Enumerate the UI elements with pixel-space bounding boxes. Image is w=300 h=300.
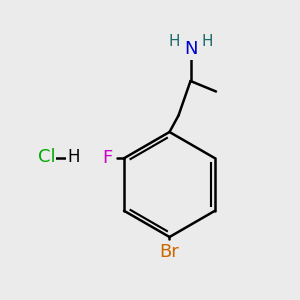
Text: Cl: Cl	[38, 148, 55, 166]
Text: Br: Br	[160, 243, 179, 261]
Text: F: F	[102, 149, 113, 167]
Text: N: N	[184, 40, 197, 58]
Text: H: H	[168, 34, 180, 50]
Text: H: H	[67, 148, 80, 166]
Text: H: H	[201, 34, 213, 50]
